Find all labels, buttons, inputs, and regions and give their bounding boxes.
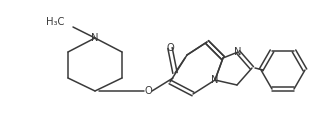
Text: H₃C: H₃C (46, 17, 64, 27)
Text: O: O (166, 43, 174, 53)
Text: O: O (144, 86, 152, 96)
Text: N: N (234, 47, 242, 57)
Text: N: N (91, 33, 99, 43)
Text: N: N (211, 75, 219, 85)
